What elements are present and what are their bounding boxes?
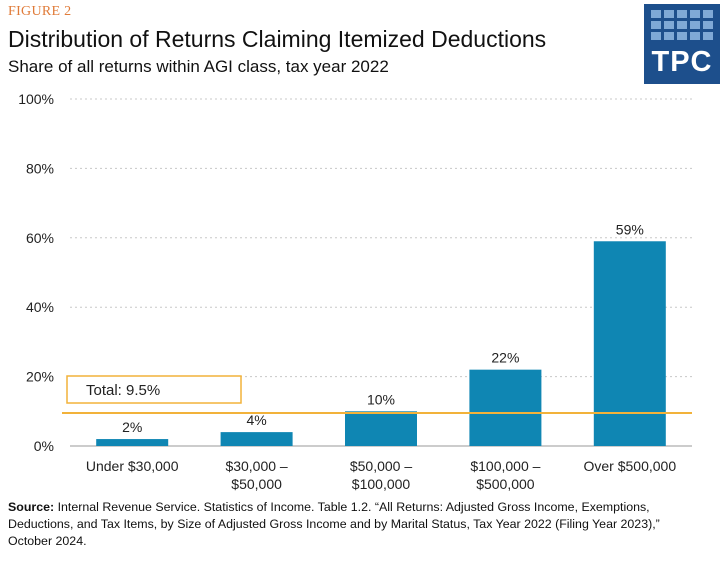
y-tick-label: 100% [18,91,54,107]
chart-title: Distribution of Returns Claiming Itemize… [8,26,547,52]
bar-chart: 0% 20% 40% 60% 80% 100% 2% Under $30,000 4% $30,0… [18,91,692,492]
tpc-logo: TPC [644,4,720,84]
logo-tile-grid [651,10,713,40]
bar-value-label: 2% [122,419,142,435]
bar-value-label: 10% [367,391,395,407]
logo-tile [664,21,674,29]
y-tick-label: 60% [26,230,54,246]
logo-tile [703,32,713,40]
x-tick-label: $100,000 – [470,458,540,474]
bar [469,369,542,446]
x-tick-label: $30,000 – [225,458,287,474]
bar-value-label: 59% [616,221,644,237]
logo-tile [664,10,674,18]
logo-tile [690,10,700,18]
bar [220,432,293,446]
bar [345,411,417,446]
logo-tile [651,21,661,29]
figure-label: FIGURE 2 [8,4,72,19]
reference-label-box [66,375,242,404]
logo-tile [677,21,687,29]
reference-label: Total: 9.5% [86,382,160,399]
x-tick-label: Over $500,000 [583,458,676,474]
chart-subtitle: Share of all returns within AGI class, t… [8,57,389,76]
logo-tile [651,32,661,40]
logo-text: TPC [651,46,713,78]
x-tick-label: $50,000 – [350,458,412,474]
y-tick-label: 80% [26,160,54,176]
source-note: Source: Internal Revenue Service. Statis… [8,499,698,550]
logo-tile [690,32,700,40]
bar-value-label: 22% [491,350,519,366]
logo-tile [677,32,687,40]
y-tick-label: 20% [26,369,54,385]
logo-tile [677,10,687,18]
bar-value-label: 4% [246,412,266,428]
bar [593,241,666,446]
source-text: Internal Revenue Service. Statistics of … [8,500,660,548]
logo-tile [664,32,674,40]
x-tick-label: $500,000 [476,476,535,492]
y-tick-label: 40% [26,299,54,315]
logo-tile [703,21,713,29]
x-tick-label: $50,000 [231,476,282,492]
bar [96,439,169,446]
logo-tile [690,21,700,29]
x-tick-label: $100,000 [352,476,411,492]
logo-tile [651,10,661,18]
y-tick-label: 0% [34,438,54,454]
logo-tile [703,10,713,18]
source-label: Source: [8,500,55,514]
x-tick-label: Under $30,000 [86,458,179,474]
